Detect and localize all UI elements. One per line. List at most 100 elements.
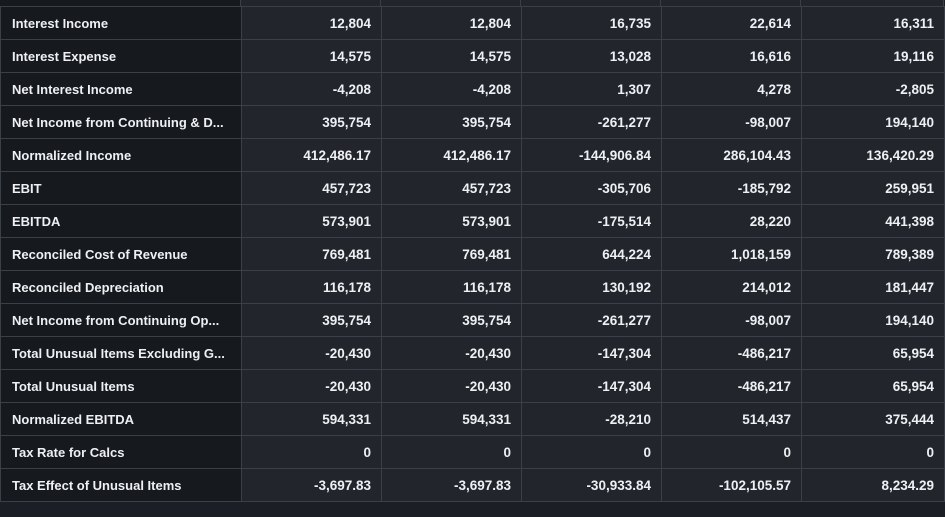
row-label: Tax Rate for Calcs — [0, 435, 242, 469]
value-cell-col-5: 19,116 — [801, 39, 945, 73]
value-cell-col-5: -2,805 — [801, 72, 945, 106]
value-cell-col-1: 769,481 — [241, 237, 382, 271]
value-cell-col-2: 594,331 — [381, 402, 522, 436]
value-cell-col-3: -305,706 — [521, 171, 662, 205]
table-row: EBITDA 573,901 573,901 -175,514 28,220 441,39… — [0, 204, 945, 238]
financials-table: Interest Income 12,804 12,804 16,735 22,614 1… — [0, 6, 945, 502]
row-label: Net Income from Continuing Op... — [0, 303, 242, 337]
value-cell-col-5: 65,954 — [801, 336, 945, 370]
value-cell-col-3: -261,277 — [521, 105, 662, 139]
value-cell-col-3: -144,906.84 — [521, 138, 662, 172]
row-label: Normalized EBITDA — [0, 402, 242, 436]
value-cell-col-3: 0 — [521, 435, 662, 469]
value-cell-col-4: -486,217 — [661, 369, 802, 403]
table-row: Net Income from Continuing Op... 395,754 3… — [0, 303, 945, 337]
top-edge-column-3 — [521, 0, 661, 6]
row-label: Total Unusual Items — [0, 369, 242, 403]
table-row: Net Income from Continuing & D... 395,754… — [0, 105, 945, 139]
value-cell-col-4: -185,792 — [661, 171, 802, 205]
value-cell-col-4: -486,217 — [661, 336, 802, 370]
table-row: Total Unusual Items Excluding G... -20,43… — [0, 336, 945, 370]
value-cell-col-5: 375,444 — [801, 402, 945, 436]
financials-table-body: Interest Income 12,804 12,804 16,735 22,614 1… — [0, 6, 945, 502]
value-cell-col-4: 286,104.43 — [661, 138, 802, 172]
value-cell-col-3: -28,210 — [521, 402, 662, 436]
value-cell-col-3: 1,307 — [521, 72, 662, 106]
value-cell-col-2: 412,486.17 — [381, 138, 522, 172]
value-cell-col-3: 130,192 — [521, 270, 662, 304]
table-row: Tax Effect of Unusual Items -3,697.83 -3,6… — [0, 468, 945, 502]
value-cell-col-2: 769,481 — [381, 237, 522, 271]
value-cell-col-3: 13,028 — [521, 39, 662, 73]
row-label: EBIT — [0, 171, 242, 205]
value-cell-col-5: 441,398 — [801, 204, 945, 238]
value-cell-col-1: 457,723 — [241, 171, 382, 205]
value-cell-col-3: -147,304 — [521, 369, 662, 403]
value-cell-col-2: 12,804 — [381, 6, 522, 40]
table-row: Interest Income 12,804 12,804 16,735 22,614 1… — [0, 6, 945, 40]
table-row: Net Interest Income -4,208 -4,208 1,307 4,27… — [0, 72, 945, 106]
value-cell-col-2: -4,208 — [381, 72, 522, 106]
value-cell-col-4: -102,105.57 — [661, 468, 802, 502]
table-top-edge — [0, 0, 945, 6]
value-cell-col-1: 594,331 — [241, 402, 382, 436]
row-label: EBITDA — [0, 204, 242, 238]
value-cell-col-5: 181,447 — [801, 270, 945, 304]
value-cell-col-5: 0 — [801, 435, 945, 469]
value-cell-col-3: -30,933.84 — [521, 468, 662, 502]
value-cell-col-1: 395,754 — [241, 105, 382, 139]
value-cell-col-5: 16,311 — [801, 6, 945, 40]
value-cell-col-4: 28,220 — [661, 204, 802, 238]
value-cell-col-1: -3,697.83 — [241, 468, 382, 502]
value-cell-col-2: 395,754 — [381, 303, 522, 337]
value-cell-col-5: 259,951 — [801, 171, 945, 205]
row-label: Tax Effect of Unusual Items — [0, 468, 242, 502]
value-cell-col-5: 194,140 — [801, 105, 945, 139]
value-cell-col-4: -98,007 — [661, 303, 802, 337]
value-cell-col-2: -20,430 — [381, 369, 522, 403]
value-cell-col-4: 214,012 — [661, 270, 802, 304]
value-cell-col-5: 136,420.29 — [801, 138, 945, 172]
value-cell-col-2: 0 — [381, 435, 522, 469]
value-cell-col-4: 0 — [661, 435, 802, 469]
row-label: Reconciled Depreciation — [0, 270, 242, 304]
value-cell-col-2: -3,697.83 — [381, 468, 522, 502]
value-cell-col-3: -261,277 — [521, 303, 662, 337]
value-cell-col-4: 1,018,159 — [661, 237, 802, 271]
row-label: Normalized Income — [0, 138, 242, 172]
table-row: Tax Rate for Calcs 0 0 0 0 0 — [0, 435, 945, 469]
table-row: EBIT 457,723 457,723 -305,706 -185,792 259,95… — [0, 171, 945, 205]
row-label: Total Unusual Items Excluding G... — [0, 336, 242, 370]
row-label: Interest Income — [0, 6, 242, 40]
value-cell-col-4: 16,616 — [661, 39, 802, 73]
value-cell-col-1: -4,208 — [241, 72, 382, 106]
top-edge-column-2 — [381, 0, 521, 6]
row-label: Interest Expense — [0, 39, 242, 73]
value-cell-col-3: -175,514 — [521, 204, 662, 238]
top-edge-column-5 — [801, 0, 944, 6]
value-cell-col-1: 14,575 — [241, 39, 382, 73]
row-label: Net Income from Continuing & D... — [0, 105, 242, 139]
value-cell-col-5: 65,954 — [801, 369, 945, 403]
value-cell-col-1: 395,754 — [241, 303, 382, 337]
value-cell-col-2: 457,723 — [381, 171, 522, 205]
value-cell-col-1: 573,901 — [241, 204, 382, 238]
row-label: Reconciled Cost of Revenue — [0, 237, 242, 271]
table-row: Reconciled Depreciation 116,178 116,178 130… — [0, 270, 945, 304]
table-row: Total Unusual Items -20,430 -20,430 -147,30… — [0, 369, 945, 403]
value-cell-col-5: 789,389 — [801, 237, 945, 271]
table-row: Normalized EBITDA 594,331 594,331 -28,210 51… — [0, 402, 945, 436]
value-cell-col-3: 644,224 — [521, 237, 662, 271]
row-label: Net Interest Income — [0, 72, 242, 106]
value-cell-col-1: 116,178 — [241, 270, 382, 304]
value-cell-col-2: 573,901 — [381, 204, 522, 238]
table-row: Normalized Income 412,486.17 412,486.17 -14… — [0, 138, 945, 172]
value-cell-col-4: -98,007 — [661, 105, 802, 139]
value-cell-col-5: 194,140 — [801, 303, 945, 337]
top-edge-label-column — [0, 0, 241, 6]
value-cell-col-1: 12,804 — [241, 6, 382, 40]
value-cell-col-1: -20,430 — [241, 336, 382, 370]
value-cell-col-2: 395,754 — [381, 105, 522, 139]
value-cell-col-1: -20,430 — [241, 369, 382, 403]
